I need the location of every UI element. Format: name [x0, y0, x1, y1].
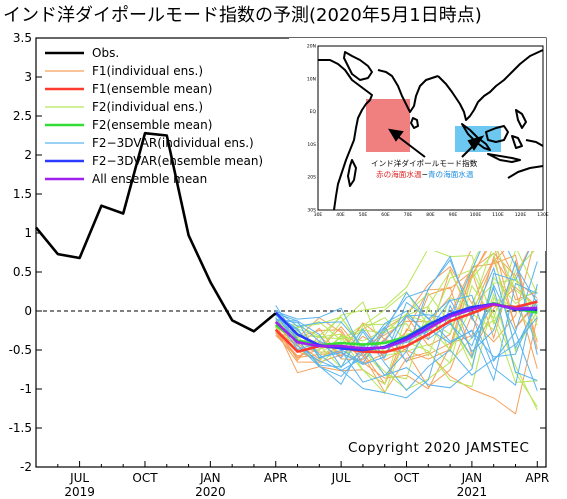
legend-label: All ensemble mean: [92, 172, 207, 186]
x-tick-label: APR: [525, 471, 549, 485]
y-tick-label: 2.5: [13, 109, 32, 123]
arrow-head-east: [467, 135, 485, 151]
inset-lon-label: 70E: [404, 212, 413, 218]
se-asia-coast: [437, 49, 544, 121]
x-year-label: 2019: [64, 485, 95, 499]
y-tick-label: 2: [24, 148, 32, 162]
west-sst-box: [366, 99, 410, 152]
india-coast: [377, 69, 439, 113]
x-tick-label: JAN: [199, 471, 221, 485]
coastlines: [318, 49, 544, 211]
legend-label: F1(individual ens.): [92, 64, 203, 78]
ensemble-member-line: [275, 312, 538, 392]
y-tick-label: 1.5: [13, 187, 32, 201]
inset-lat-label: 10N: [307, 76, 316, 82]
inset-frame: [317, 45, 544, 211]
inset-lon-label: 110E: [492, 212, 504, 218]
ensemble-member-line: [275, 255, 538, 369]
philippines: [515, 109, 527, 129]
inset-lat-label: 20N: [307, 44, 316, 50]
ensemble-member-line: [275, 258, 538, 386]
ensemble-member-line: [275, 261, 538, 368]
x-tick-label: APR: [264, 471, 288, 485]
legend-label: F2(individual ens.): [92, 100, 203, 114]
arabia: [343, 51, 373, 81]
arrow-head-west: [388, 128, 404, 142]
legend: Obs. F1(individual ens.) F1(ensemble mean)…: [45, 46, 263, 186]
ensemble-member-line: [275, 299, 538, 359]
x-tick-label: JUL: [331, 471, 351, 485]
ensemble-member-line: [275, 231, 538, 389]
y-tick-label: 0: [24, 304, 32, 318]
arrow-to-west-box: [395, 134, 426, 158]
inset-lat-label: 30S: [307, 208, 316, 214]
x-tick-label: JAN: [461, 471, 483, 485]
inset-axis-ticks: 30E 40E 50E 60E 70E 80E 90E 100E 110E 120E 130E 20N…: [307, 44, 549, 219]
borneo: [485, 125, 509, 143]
legend-label: F2−3DVAR(individual ens.): [92, 136, 254, 150]
ensemble-member-line: [275, 283, 538, 391]
y-tick-label: 0.5: [13, 265, 32, 279]
inset-lon-label: 90E: [449, 212, 458, 218]
series-layer: [34, 131, 538, 354]
inset-lon-label: 50E: [359, 212, 368, 218]
africa-coast: [318, 59, 373, 211]
legend-label: F2(ensemble mean): [92, 118, 212, 132]
x-year-label: 2020: [195, 485, 226, 499]
ensemble-member-line: [275, 286, 538, 361]
ensemble-member-line: [275, 282, 538, 382]
ensemble-members: [275, 197, 538, 415]
y-tick-label: -0.5: [9, 343, 32, 357]
y-tick-label: 3.5: [13, 31, 32, 45]
ensemble-member-line: [275, 316, 538, 390]
inset-lon-label: 80E: [426, 212, 435, 218]
australia-coast: [507, 165, 544, 179]
sumatra: [461, 123, 491, 151]
x-year-label: 2021: [457, 485, 488, 499]
inset-label-formula: 赤の海面水温−青の海面水温: [376, 169, 474, 179]
inset-label-title: インド洋ダイポールモード指数: [371, 158, 478, 168]
series-line-0: [34, 131, 277, 333]
copyright-annotation: Copyright 2020 JAMSTEC: [348, 440, 530, 456]
inset-lon-label: 60E: [381, 212, 390, 218]
inset-arrows: [388, 128, 485, 158]
y-tick-label: 3: [24, 70, 32, 84]
x-tick-label: OCT: [132, 471, 158, 485]
java: [487, 153, 521, 163]
ensemble-member-line: [275, 292, 538, 408]
inset-label-red: 赤の海面水温: [376, 169, 422, 179]
sri-lanka: [410, 117, 419, 129]
legend-label: Obs.: [92, 46, 119, 60]
inset-lon-label: 120E: [515, 212, 527, 218]
ensemble-member-line: [275, 286, 538, 381]
inset-label-sep: −: [422, 170, 428, 179]
inset-lon-label: 130E: [537, 212, 549, 218]
sulawesi: [511, 135, 523, 149]
inset-lon-label: 40E: [336, 212, 345, 218]
inset-lon-label: 100E: [470, 212, 482, 218]
ensemble-member-line: [275, 255, 538, 372]
inset-lat-label: EQ: [310, 109, 317, 115]
y-tick-label: 1: [24, 226, 32, 240]
y-tick-label: -1: [20, 382, 32, 396]
inset-label-blue: 青の海面水温: [428, 169, 474, 179]
madagascar: [347, 159, 357, 187]
inset-map: 30E 40E 50E 60E 70E 80E 90E 100E 110E 120E 130E 20N…: [289, 38, 549, 251]
series-line-4: [274, 302, 538, 350]
legend-label: F1(ensemble mean): [92, 82, 212, 96]
new-guinea: [525, 139, 544, 147]
inset-lat-label: 20S: [307, 175, 316, 181]
y-tick-label: -2: [20, 460, 32, 474]
x-tick-label: JUL: [69, 471, 89, 485]
ensemble-member-line: [275, 297, 538, 388]
chart-title: インド洋ダイポールモード指数の予測(2020年5月1日時点): [3, 5, 482, 26]
inset-lon-label: 30E: [314, 212, 323, 218]
legend-label: F2−3DVAR(ensemble mean): [92, 154, 263, 168]
y-tick-label: -1.5: [9, 421, 32, 435]
ensemble-member-line: [275, 260, 538, 399]
inset-lat-label: 10S: [307, 142, 316, 148]
x-tick-label: OCT: [394, 471, 420, 485]
